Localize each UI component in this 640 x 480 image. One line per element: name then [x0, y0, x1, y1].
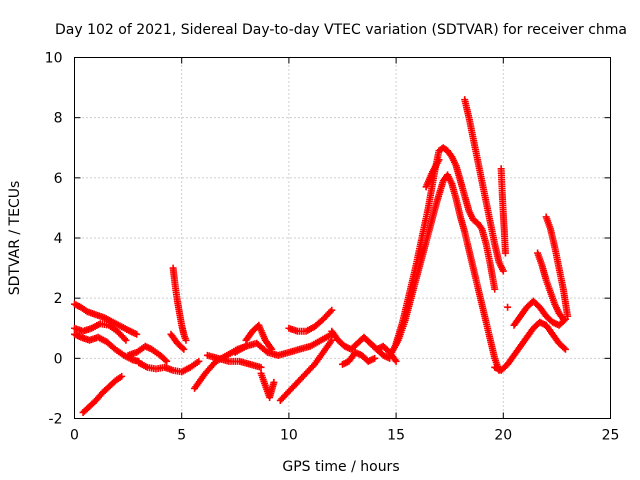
- x-tick-label: 25: [602, 428, 620, 444]
- data-point: [392, 357, 400, 365]
- data-point: [161, 356, 169, 364]
- x-tick-label: 5: [177, 428, 186, 444]
- y-tick-label: 0: [54, 351, 63, 367]
- data-point: [122, 336, 130, 344]
- data-point: [270, 378, 278, 386]
- data-point: [326, 308, 334, 316]
- data-point: [501, 249, 509, 257]
- y-axis-label: SDTVAR / TECUs: [7, 181, 23, 296]
- y-tick-label: 8: [54, 111, 63, 127]
- data-point: [561, 345, 569, 353]
- data-point: [133, 330, 141, 338]
- data-point: [267, 344, 275, 352]
- data-point: [328, 336, 336, 344]
- x-axis-label: GPS time / hours: [282, 459, 399, 475]
- data-point: [499, 267, 507, 275]
- data-point: [564, 312, 572, 320]
- data-point: [491, 285, 499, 293]
- data-point: [504, 303, 512, 311]
- data-point: [391, 356, 399, 364]
- data-point: [328, 306, 336, 314]
- data-point: [558, 314, 566, 322]
- data-point: [195, 357, 203, 365]
- data-point: [371, 354, 379, 362]
- axis-ticks: 0 5 10 15 20 25 -2 0 2 4 6 8 10: [45, 51, 620, 444]
- x-tick-label: 15: [387, 428, 405, 444]
- chart-title: Day 102 of 2021, Sidereal Day-to-day VTE…: [55, 22, 627, 38]
- data-point: [268, 345, 276, 353]
- grid: [74, 57, 611, 419]
- data-point: [559, 315, 567, 323]
- data-point: [560, 344, 568, 352]
- y-tick-label: 4: [54, 231, 63, 247]
- y-tick-label: 10: [45, 51, 63, 67]
- x-tick-label: 10: [280, 428, 298, 444]
- y-tick-label: 6: [54, 171, 63, 187]
- y-tick-label: -2: [49, 412, 63, 428]
- data-point: [435, 156, 443, 164]
- x-tick-label: 0: [70, 428, 79, 444]
- data-point: [118, 372, 126, 380]
- data-points: [71, 96, 572, 416]
- data-point: [180, 345, 188, 353]
- x-tick-label: 20: [494, 428, 512, 444]
- data-point: [163, 357, 171, 365]
- data-point: [182, 336, 190, 344]
- data-point: [257, 363, 265, 371]
- y-tick-label: 2: [54, 291, 63, 307]
- data-point: [179, 344, 187, 352]
- data-point: [121, 335, 129, 343]
